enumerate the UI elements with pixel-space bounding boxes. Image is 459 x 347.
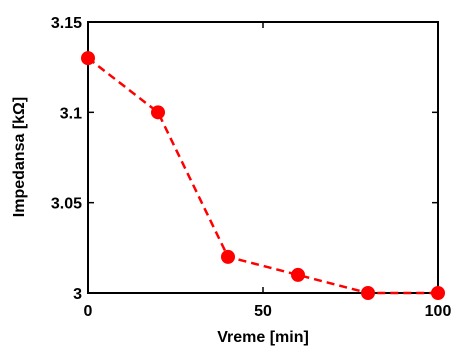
data-point <box>151 105 165 120</box>
y-tick-label: 3.15 <box>51 15 82 32</box>
y-tick-label: 3.05 <box>51 196 82 213</box>
x-tick-label: 0 <box>84 303 93 320</box>
x-tick-label: 100 <box>425 303 452 320</box>
x-axis-label: Vreme [min] <box>217 329 309 346</box>
y-tick-label: 3 <box>73 286 82 303</box>
y-axis-label: Impedansa [kΩ] <box>11 97 28 217</box>
data-point <box>81 51 95 66</box>
series-line <box>87 57 438 295</box>
data-point <box>361 286 375 300</box>
data-series <box>81 51 445 300</box>
x-tick-label: 50 <box>254 303 272 320</box>
axis-tick-labels: 0 50 100 3 3.05 3.1 3.15 <box>51 15 452 320</box>
plot-area <box>87 21 439 294</box>
data-point <box>221 249 235 264</box>
data-point <box>431 286 445 300</box>
data-point <box>291 267 305 282</box>
y-tick-label: 3.1 <box>60 105 82 122</box>
